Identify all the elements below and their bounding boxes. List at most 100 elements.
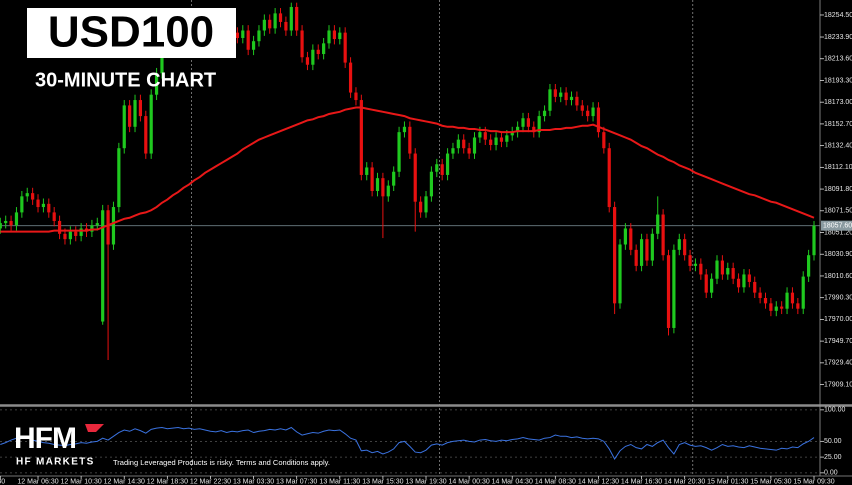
candle-body [569, 96, 574, 101]
x-tick-label: 15 Mar 05:30 [750, 478, 791, 485]
candle-body [758, 292, 762, 298]
candle-body [445, 153, 450, 175]
candle-body [52, 212, 56, 221]
x-tick-label: 14 Mar 20:30 [664, 478, 705, 485]
candle-body [20, 196, 24, 213]
candle-body [300, 30, 304, 58]
candle-body [322, 43, 326, 55]
candle-body [548, 89, 552, 111]
chart-subtitle: 30-MINUTE CHART [35, 69, 216, 91]
x-tick-label: 13 Mar 03:30 [233, 478, 274, 485]
candle-body [278, 13, 283, 22]
candle-body [812, 225, 816, 256]
x-tick-label: 12 Mar 22:30 [190, 478, 231, 485]
logo-accent [85, 424, 104, 432]
candle-body [316, 49, 320, 55]
candle-body [726, 268, 730, 275]
y-tick-label: 17990.30 [824, 295, 852, 302]
candle-body [63, 233, 67, 240]
candle-body [57, 220, 62, 234]
candle-body [747, 274, 751, 282]
candle-body [645, 239, 649, 261]
candle-body [327, 30, 331, 44]
y-tick-label: 17929.40 [824, 360, 852, 367]
candle-body [753, 281, 757, 293]
candle-body [90, 225, 94, 232]
candle-body [305, 57, 310, 65]
candle-body [419, 201, 423, 213]
candle-body [710, 278, 714, 293]
candle-body [731, 268, 735, 279]
candle-body [796, 303, 800, 309]
candle-body [257, 30, 261, 42]
candle-body [68, 231, 72, 240]
candle-body [580, 105, 584, 111]
candle-body [720, 260, 724, 275]
candle-body [149, 94, 153, 154]
candle-body [101, 210, 105, 322]
candle-body [354, 92, 358, 101]
candle-body [785, 292, 789, 309]
candle-body [780, 306, 784, 309]
candle-body [79, 228, 83, 236]
candle-body [451, 148, 455, 154]
x-tick-label: 13 Mar 11:30 [319, 478, 360, 485]
candle-body [553, 89, 557, 97]
candle-body [133, 100, 137, 127]
candle-body [505, 135, 509, 142]
candle-body [235, 32, 240, 38]
candle-body [688, 255, 692, 266]
candle-body [311, 49, 315, 65]
y-tick-label: 17970.00 [824, 316, 852, 323]
candle-body [14, 212, 19, 226]
y-tick-label: 18112.10 [824, 164, 852, 171]
candle-body [413, 153, 417, 202]
candle-body [144, 116, 148, 154]
candle-body [359, 100, 363, 175]
candle-body [537, 116, 541, 133]
candle-body [602, 132, 606, 149]
candle-body [472, 137, 477, 154]
candle-body [623, 228, 627, 245]
candle-body [634, 249, 638, 266]
candle-body [435, 164, 439, 172]
indicator-tick-label: 50.00 [824, 438, 842, 445]
candle-body [769, 303, 773, 311]
last-price-label: 18057.60 [823, 223, 852, 230]
x-tick-label: :30 [0, 478, 5, 485]
x-tick-label: 12 Mar 06:30 [17, 478, 58, 485]
candle-body [618, 244, 622, 304]
candle-body [241, 30, 245, 38]
last-price-box [821, 220, 852, 231]
y-tick-label: 18152.70 [824, 121, 852, 128]
candle-body [41, 203, 46, 208]
candle-body [672, 249, 676, 328]
y-tick-label: 18173.00 [824, 99, 852, 106]
candle-body [386, 185, 390, 197]
candle-body [650, 233, 654, 261]
candle-body [715, 260, 719, 279]
candle-body [521, 118, 525, 127]
x-tick-label: 13 Mar 19:30 [405, 478, 446, 485]
candle-body [128, 105, 132, 127]
candle-body [370, 167, 374, 191]
y-tick-label: 18091.80 [824, 186, 852, 193]
candle-body [774, 306, 778, 311]
x-tick-label: 13 Mar 15:30 [362, 478, 403, 485]
candle-body [607, 148, 611, 208]
candle-body [268, 19, 272, 29]
candle-body [106, 210, 110, 245]
candle-body [95, 223, 99, 226]
x-tick-label: 14 Mar 12:30 [578, 478, 619, 485]
candle-body [25, 193, 29, 197]
candle-body [338, 32, 342, 40]
candle-body [499, 137, 504, 142]
candle-body [510, 132, 514, 136]
candle-body [295, 6, 299, 31]
candle-body [289, 6, 293, 31]
disclaimer: Trading Leveraged Products is risky. Ter… [113, 458, 330, 467]
x-tick-label: 12 Mar 18:30 [147, 478, 188, 485]
candle-body [693, 263, 698, 266]
candle-body [251, 41, 256, 50]
